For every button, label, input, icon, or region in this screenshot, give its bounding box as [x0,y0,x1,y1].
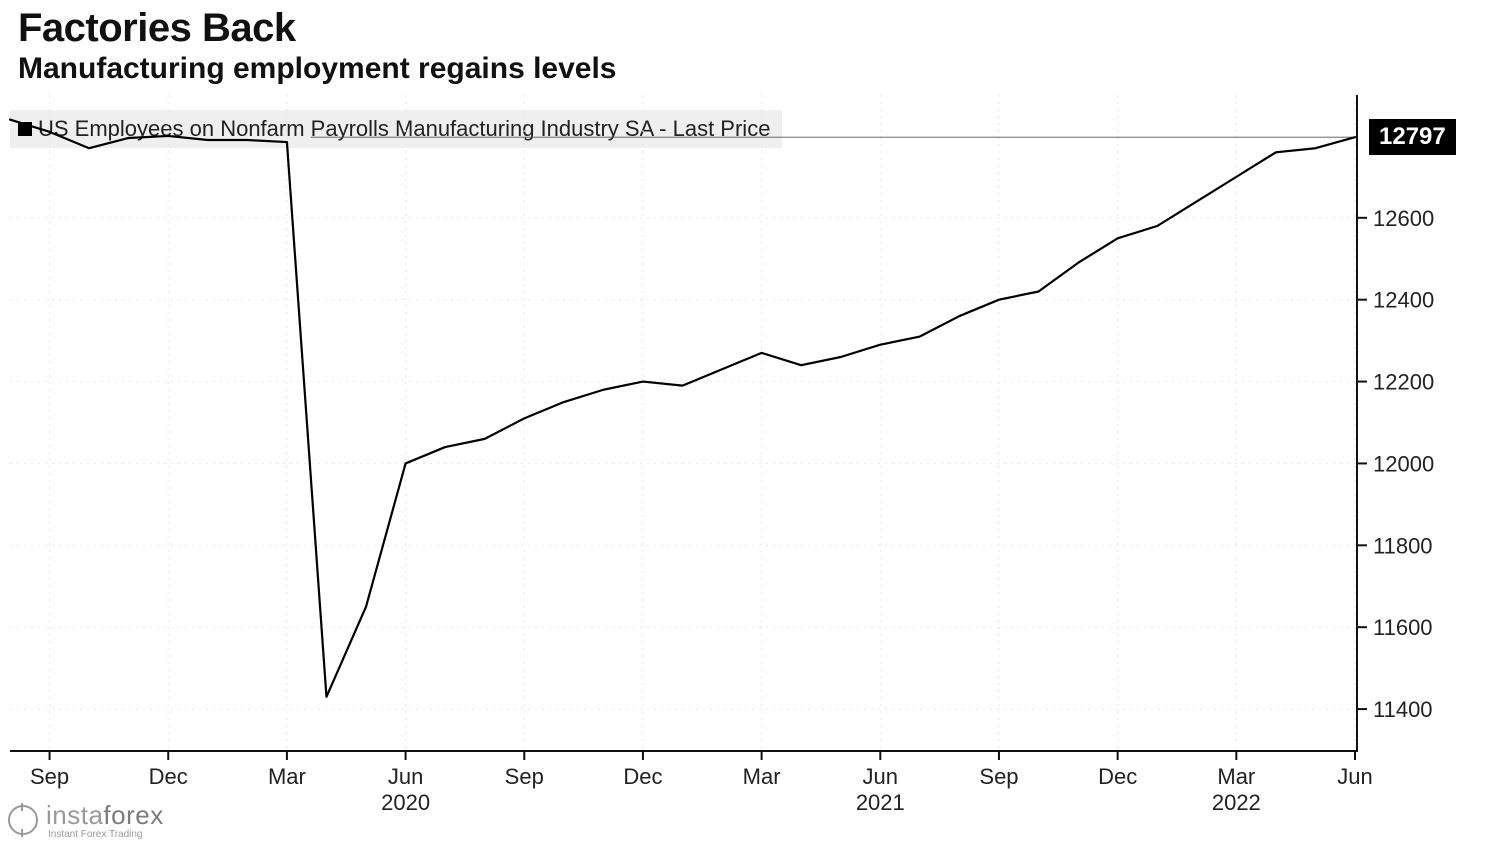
watermark: instaforex Instant Forex Trading [8,800,164,840]
svg-text:11800: 11800 [1373,533,1433,558]
svg-text:12600: 12600 [1373,206,1434,231]
svg-text:Mar: Mar [268,764,306,789]
watermark-brand-left: insta [46,800,103,830]
svg-text:Sep: Sep [30,764,69,789]
line-chart: 11400 11600 11800 12000 12200 12400 12600 Sep D… [0,95,1500,815]
svg-text:Mar: Mar [1217,764,1255,789]
watermark-tagline: Instant Forex Trading [48,829,164,840]
watermark-icon [8,805,38,835]
svg-text:12000: 12000 [1373,451,1434,476]
svg-text:Jun: Jun [1337,764,1372,789]
svg-text:Mar: Mar [743,764,781,789]
svg-text:Sep: Sep [505,764,544,789]
last-price-value: 12797 [1379,123,1446,150]
svg-text:2021: 2021 [856,790,905,815]
watermark-text: instaforex Instant Forex Trading [46,800,164,840]
svg-text:Jun: Jun [388,764,423,789]
svg-text:2022: 2022 [1212,790,1261,815]
chart-title: Factories Back [18,6,296,51]
chart-subtitle: Manufacturing employment regains levels [18,52,617,86]
svg-text:11600: 11600 [1373,615,1433,640]
svg-text:12200: 12200 [1373,370,1434,395]
svg-text:11400: 11400 [1373,697,1433,722]
last-price-flag: 12797 [1369,119,1456,155]
svg-text:Dec: Dec [623,764,662,789]
svg-text:Dec: Dec [149,764,188,789]
svg-text:Dec: Dec [1098,764,1137,789]
svg-text:Jun: Jun [863,764,898,789]
svg-text:2020: 2020 [381,790,430,815]
svg-text:12400: 12400 [1373,288,1434,313]
svg-text:Sep: Sep [979,764,1018,789]
watermark-brand-right: forex [103,800,163,830]
